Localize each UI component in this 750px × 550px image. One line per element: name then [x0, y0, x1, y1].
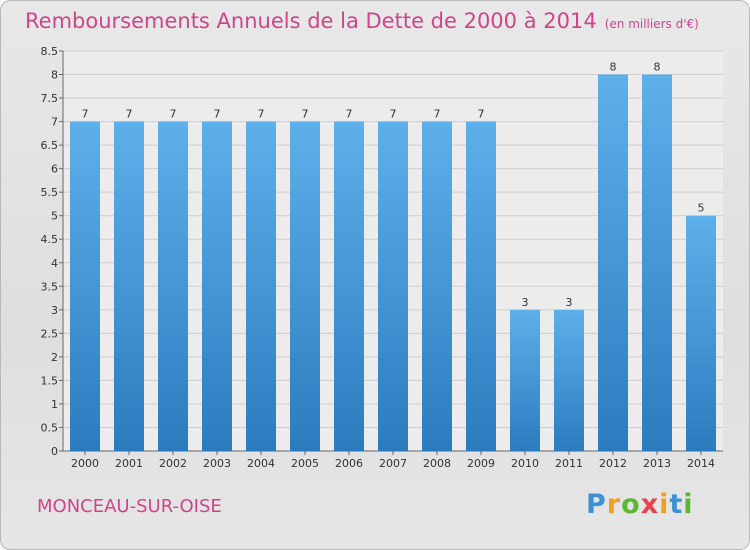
x-tick-label: 2011: [555, 457, 583, 470]
x-tick-label: 2000: [71, 457, 99, 470]
bar: [158, 121, 188, 452]
x-tick-label: 2004: [247, 457, 275, 470]
logo-letter: i: [683, 489, 694, 520]
x-tick-label: 2007: [379, 457, 407, 470]
bar: [378, 121, 408, 452]
data-label: 7: [82, 108, 89, 121]
x-tick-label: 2014: [687, 457, 715, 470]
x-tick-label: 2008: [423, 457, 451, 470]
logo-letter: x: [640, 489, 660, 520]
x-tick-label: 2002: [159, 457, 187, 470]
x-tick-label: 2001: [115, 457, 143, 470]
logo-letter: P: [586, 489, 607, 520]
y-tick-label: 8: [51, 69, 58, 82]
x-tick-label: 2003: [203, 457, 231, 470]
y-tick-label: 4.5: [41, 233, 59, 246]
y-tick-label: 0.5: [41, 421, 59, 434]
data-label: 7: [434, 108, 441, 121]
y-tick-label: 2: [51, 351, 58, 364]
logo-letter: r: [606, 489, 622, 520]
logo-letter: o: [621, 489, 641, 520]
chart-unit: (en milliers d'€): [604, 17, 699, 31]
bar: [466, 121, 496, 452]
y-tick-label: 3.5: [41, 280, 59, 293]
bar: [642, 74, 672, 451]
bar: [510, 309, 540, 451]
bar: [246, 121, 276, 452]
commune-name: MONCEAU-SUR-OISE: [37, 496, 222, 517]
data-label: 7: [258, 108, 265, 121]
logo-letter: i: [659, 489, 670, 520]
data-label: 7: [214, 108, 221, 121]
data-label: 3: [566, 296, 573, 309]
x-tick-label: 2005: [291, 457, 319, 470]
data-label: 7: [346, 108, 353, 121]
data-label: 5: [698, 202, 705, 215]
y-tick-label: 3: [51, 304, 58, 317]
proxiti-logo: Proxiti: [586, 489, 694, 520]
y-tick-label: 6.5: [41, 139, 59, 152]
y-tick-label: 5: [51, 210, 58, 223]
data-label: 8: [654, 61, 661, 74]
y-tick-label: 7: [51, 116, 58, 129]
bar: [422, 121, 452, 452]
x-tick-label: 2013: [643, 457, 671, 470]
data-label: 8: [610, 61, 617, 74]
bar: [70, 121, 100, 452]
y-tick-label: 8.5: [41, 45, 59, 58]
bar: [686, 215, 716, 451]
y-tick-label: 1: [51, 398, 58, 411]
bar: [554, 309, 584, 451]
y-tick-label: 1.5: [41, 374, 59, 387]
y-tick-label: 0: [51, 445, 58, 458]
data-label: 7: [170, 108, 177, 121]
x-tick-label: 2006: [335, 457, 363, 470]
bar: [598, 74, 628, 451]
data-label: 7: [390, 108, 397, 121]
data-label: 7: [478, 108, 485, 121]
x-tick-label: 2010: [511, 457, 539, 470]
y-tick-label: 2.5: [41, 327, 59, 340]
y-tick-label: 5.5: [41, 186, 59, 199]
chart-title-text: Remboursements Annuels de la Dette de 20…: [25, 9, 597, 33]
bar: [290, 121, 320, 452]
chart-title: Remboursements Annuels de la Dette de 20…: [25, 9, 699, 33]
bar: [334, 121, 364, 452]
y-tick-label: 4: [51, 257, 58, 270]
bar: [114, 121, 144, 452]
logo-letter: t: [669, 489, 684, 520]
data-label: 7: [126, 108, 133, 121]
x-tick-label: 2012: [599, 457, 627, 470]
y-tick-label: 6: [51, 163, 58, 176]
data-label: 7: [302, 108, 309, 121]
data-label: 3: [522, 296, 529, 309]
bar: [202, 121, 232, 452]
y-tick-label: 7.5: [41, 92, 59, 105]
x-tick-label: 2009: [467, 457, 495, 470]
